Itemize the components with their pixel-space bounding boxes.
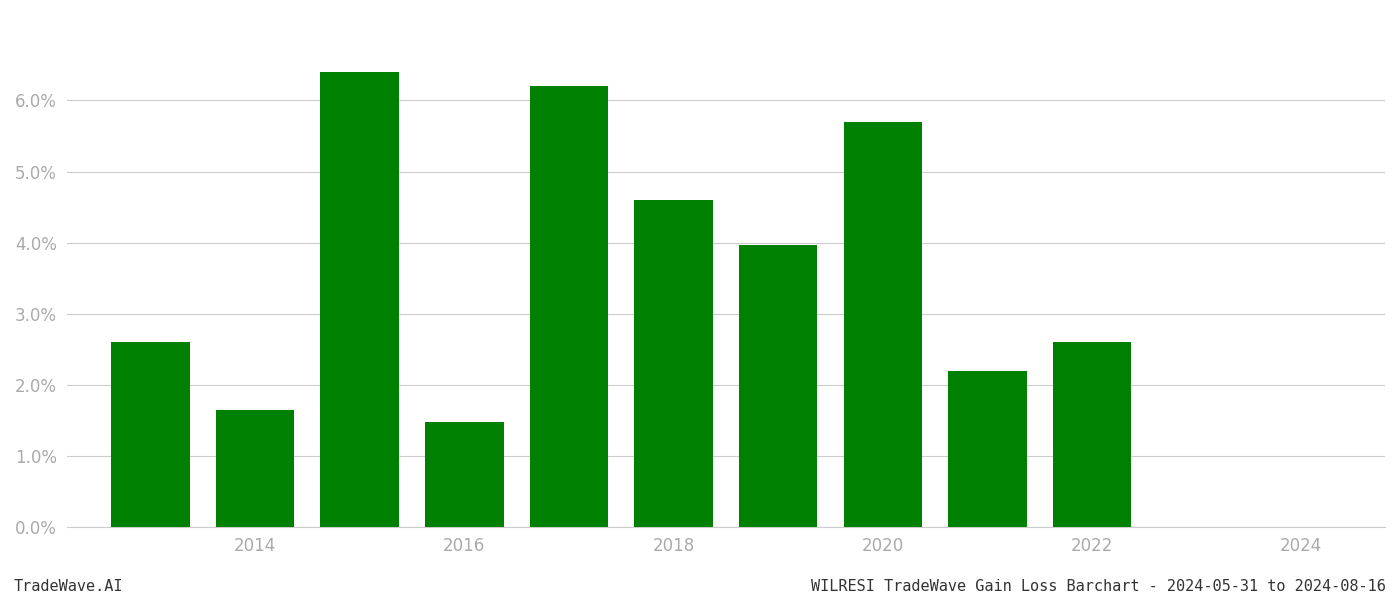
Text: WILRESI TradeWave Gain Loss Barchart - 2024-05-31 to 2024-08-16: WILRESI TradeWave Gain Loss Barchart - 2… <box>811 579 1386 594</box>
Bar <box>111 342 189 527</box>
Bar <box>529 86 608 527</box>
Bar <box>844 122 923 527</box>
Bar <box>739 245 818 527</box>
Bar <box>321 72 399 527</box>
Bar <box>216 410 294 527</box>
Bar <box>1053 342 1131 527</box>
Bar <box>948 371 1026 527</box>
Bar <box>426 422 504 527</box>
Bar <box>634 200 713 527</box>
Text: TradeWave.AI: TradeWave.AI <box>14 579 123 594</box>
